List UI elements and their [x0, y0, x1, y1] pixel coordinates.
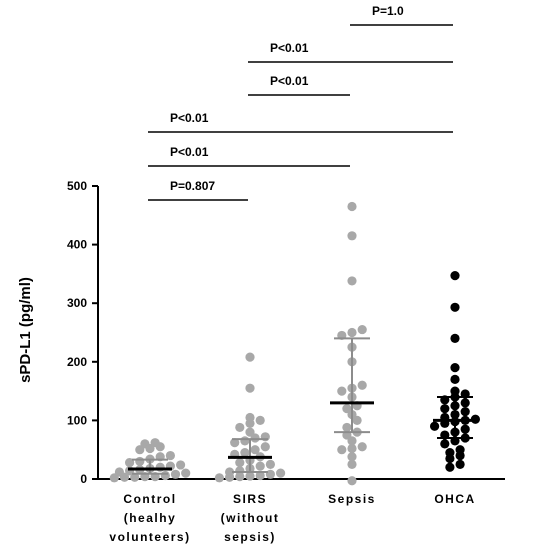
data-point: [450, 363, 460, 373]
data-point: [255, 415, 265, 425]
data-point: [455, 459, 465, 469]
data-point: [245, 383, 255, 393]
data-point: [450, 374, 460, 384]
data-point: [135, 456, 145, 467]
significance-brackets: P=1.0 P<0.01 P<0.01 P<0.01 P<0.01 P=0.807: [148, 4, 453, 201]
p-value-label: P=0.807: [170, 179, 215, 193]
data-point: [235, 472, 245, 482]
data-point: [460, 398, 470, 408]
y-axis-ticks: 0 100 200 300 400 500: [67, 179, 98, 486]
data-point: [357, 442, 367, 452]
category-labels: Control (healhy volunteers) SIRS (without sep…: [109, 492, 475, 544]
y-tick-label: 400: [67, 238, 87, 252]
data-point: [165, 450, 175, 461]
data-point: [119, 472, 130, 482]
data-point: [225, 472, 235, 482]
y-tick-label: 0: [80, 472, 87, 486]
data-point: [342, 422, 352, 433]
data-point: [440, 439, 450, 449]
data-point: [240, 436, 250, 446]
data-point: [130, 472, 140, 482]
data-point: [440, 404, 450, 414]
p-value-label: P=1.0: [372, 4, 404, 18]
data-point: [450, 333, 460, 343]
category-label: OHCA: [434, 492, 475, 506]
data-point: [170, 469, 181, 479]
data-point: [276, 468, 286, 478]
data-point: [230, 438, 240, 448]
y-tick-label: 200: [67, 355, 87, 369]
data-point: [255, 461, 265, 471]
data-point: [455, 450, 465, 461]
y-tick-label: 300: [67, 296, 87, 310]
data-point: [357, 380, 367, 390]
data-point: [450, 302, 460, 312]
data-point: [181, 468, 191, 478]
data-point: [160, 470, 170, 481]
data-point: [235, 422, 245, 433]
data-point: [357, 324, 367, 335]
data-point: [245, 471, 255, 481]
category-label: Control: [123, 492, 176, 506]
p-value-label: P<0.01: [270, 41, 309, 55]
data-point: [250, 433, 260, 443]
median-iqr-bars: [128, 337, 477, 475]
data-point: [245, 352, 255, 362]
data-point: [460, 407, 470, 417]
data-point: [347, 476, 357, 486]
data-points: [109, 201, 480, 486]
data-point: [265, 469, 275, 479]
data-point: [260, 442, 270, 452]
data-point: [245, 418, 255, 428]
data-point: [145, 443, 155, 454]
category-label: SIRS: [233, 492, 267, 506]
data-point: [347, 459, 357, 469]
y-tick-label: 100: [67, 413, 87, 427]
data-point: [347, 443, 357, 454]
data-point: [347, 276, 357, 286]
data-point: [250, 445, 260, 455]
category-label: sepsis): [224, 530, 276, 544]
p-value-label: P<0.01: [170, 111, 209, 125]
category-label: Sepsis: [328, 492, 376, 506]
data-point: [240, 448, 250, 458]
data-point: [135, 445, 145, 455]
data-point: [176, 460, 186, 470]
data-point: [445, 453, 455, 464]
data-point: [337, 386, 347, 396]
data-point: [337, 445, 347, 455]
data-point: [347, 201, 357, 212]
axes: sPD-L1 (pg/ml): [17, 186, 505, 480]
data-point: [109, 473, 119, 483]
data-point: [265, 459, 275, 469]
p-value-label: P<0.01: [170, 145, 209, 159]
category-label: volunteers): [109, 530, 190, 544]
data-point: [347, 436, 357, 446]
data-point: [445, 462, 455, 472]
data-point: [450, 271, 460, 281]
p-value-label: P<0.01: [270, 74, 309, 88]
data-point: [255, 470, 265, 481]
data-point: [214, 473, 224, 483]
y-axis-label: sPD-L1 (pg/ml): [17, 277, 34, 383]
data-point: [347, 327, 357, 338]
data-point: [347, 231, 357, 241]
data-point: [352, 415, 362, 425]
data-point: [125, 457, 135, 468]
category-label: (healhy: [124, 511, 177, 525]
data-point: [235, 457, 245, 468]
category-label: (without: [221, 511, 280, 525]
data-point: [155, 442, 165, 452]
data-point: [347, 452, 357, 462]
data-point: [460, 424, 470, 434]
data-point: [430, 421, 440, 431]
y-tick-label: 500: [67, 179, 87, 193]
